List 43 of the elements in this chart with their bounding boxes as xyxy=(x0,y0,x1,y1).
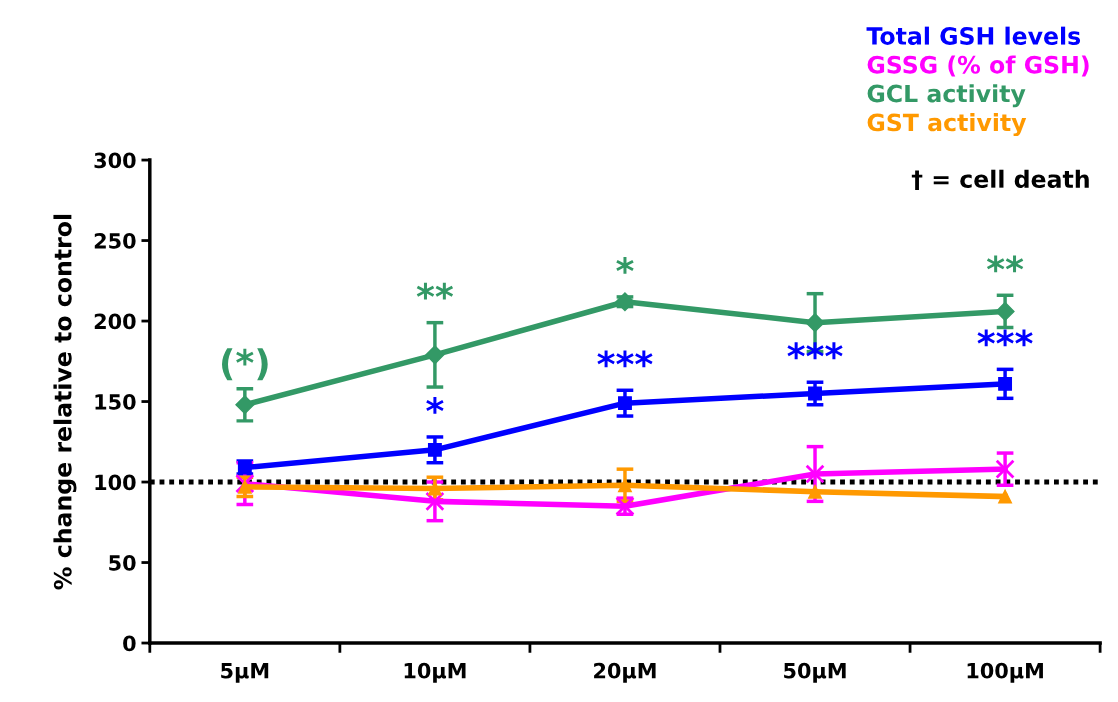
annotation: *** xyxy=(977,329,1033,347)
y-tick-label: 250 xyxy=(94,233,136,249)
point xyxy=(805,464,825,484)
annotation: ** xyxy=(986,255,1024,273)
y-tick-label: 300 xyxy=(94,152,136,169)
x-tick-label: 5µM xyxy=(221,663,269,683)
point xyxy=(998,489,1013,504)
x-tick-label: 100µM xyxy=(967,662,1043,683)
text: GSSG (% of GSH) xyxy=(867,55,1089,77)
point xyxy=(235,395,255,415)
annotation: * xyxy=(426,397,444,414)
text: GST activity xyxy=(867,113,1027,137)
point xyxy=(808,484,822,499)
point xyxy=(425,345,445,365)
point xyxy=(618,478,632,493)
annotation: (*) xyxy=(222,348,268,381)
annotation: *** xyxy=(597,350,653,368)
y-tick-label: 150 xyxy=(95,394,136,410)
y-axis-title: % change relative to control xyxy=(53,214,77,590)
point xyxy=(618,396,632,411)
point xyxy=(235,473,255,494)
y-tick-label: 100 xyxy=(95,474,136,491)
text: GCL activity xyxy=(867,84,1026,108)
annotation: ** xyxy=(416,282,454,300)
annotation: † = cell death xyxy=(911,169,1089,190)
point xyxy=(995,301,1015,321)
annotation: * xyxy=(616,257,634,274)
point xyxy=(995,459,1015,479)
text: Total GSH levels xyxy=(866,26,1081,45)
x-tick-label: 10µM xyxy=(404,662,466,683)
x-tick-label: 50µM xyxy=(784,662,846,683)
point xyxy=(998,376,1013,391)
y-tick-label: 0 xyxy=(123,635,136,652)
annotation: *** xyxy=(787,342,843,360)
point xyxy=(237,479,252,494)
y-tick-label: 200 xyxy=(94,313,136,330)
x-tick-label: 20µM xyxy=(594,662,656,683)
y-tick-label: 50 xyxy=(109,554,136,571)
point xyxy=(427,442,442,457)
point xyxy=(427,481,442,496)
point xyxy=(808,386,822,401)
point xyxy=(805,313,825,333)
point xyxy=(425,491,445,512)
